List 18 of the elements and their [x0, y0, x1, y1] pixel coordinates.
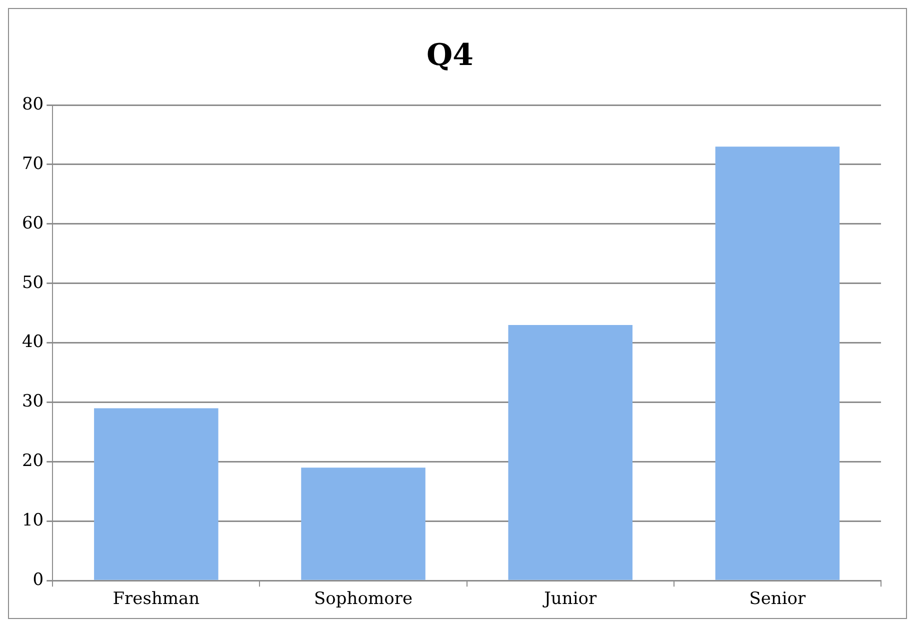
chart-title: Q4	[426, 38, 474, 73]
y-tick-label: 30	[22, 392, 44, 412]
x-tick-label: Freshman	[112, 589, 200, 610]
y-tick-label: 60	[22, 213, 44, 234]
y-tick-label: 0	[32, 570, 44, 590]
y-tick-label: 20	[22, 451, 44, 472]
bar	[301, 468, 426, 580]
y-tick-label: 40	[22, 332, 44, 352]
bar	[94, 408, 218, 580]
bar	[715, 146, 840, 580]
x-tick-label: Sophomore	[314, 589, 413, 610]
y-tick-label: 80	[22, 94, 44, 114]
bar	[508, 324, 632, 580]
y-tick-label: 10	[22, 510, 44, 531]
y-tick-label: 50	[22, 272, 44, 293]
x-tick-label: Junior	[542, 589, 598, 610]
x-tick-label: Senior	[749, 589, 807, 610]
y-tick-label: 70	[22, 154, 44, 174]
